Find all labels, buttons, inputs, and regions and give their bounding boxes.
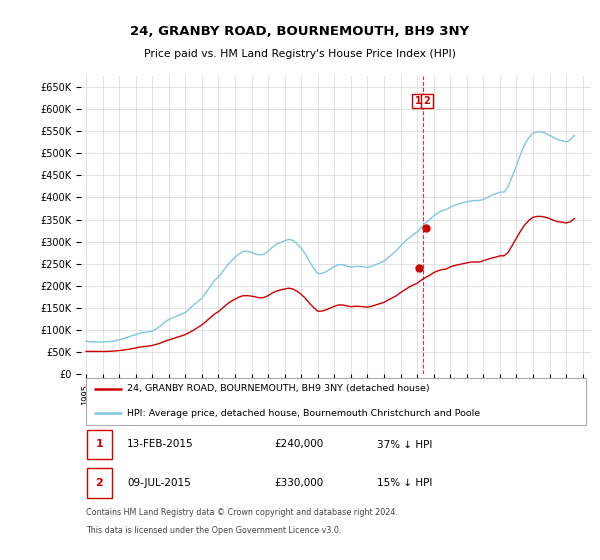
- Text: £330,000: £330,000: [275, 478, 324, 488]
- Text: 2: 2: [95, 478, 103, 488]
- Text: 24, GRANBY ROAD, BOURNEMOUTH, BH9 3NY: 24, GRANBY ROAD, BOURNEMOUTH, BH9 3NY: [130, 25, 470, 38]
- Text: Price paid vs. HM Land Registry's House Price Index (HPI): Price paid vs. HM Land Registry's House …: [144, 49, 456, 59]
- Text: This data is licensed under the Open Government Licence v3.0.: This data is licensed under the Open Gov…: [86, 526, 341, 535]
- Text: 13-FEB-2015: 13-FEB-2015: [127, 440, 194, 450]
- FancyBboxPatch shape: [87, 468, 112, 498]
- FancyBboxPatch shape: [87, 430, 112, 459]
- FancyBboxPatch shape: [86, 378, 586, 425]
- Text: £240,000: £240,000: [275, 440, 324, 450]
- Text: Contains HM Land Registry data © Crown copyright and database right 2024.: Contains HM Land Registry data © Crown c…: [86, 508, 398, 517]
- Text: 2: 2: [424, 96, 430, 106]
- Text: 1: 1: [415, 96, 422, 106]
- Text: 15% ↓ HPI: 15% ↓ HPI: [377, 478, 432, 488]
- Text: 37% ↓ HPI: 37% ↓ HPI: [377, 440, 432, 450]
- Text: 24, GRANBY ROAD, BOURNEMOUTH, BH9 3NY (detached house): 24, GRANBY ROAD, BOURNEMOUTH, BH9 3NY (d…: [127, 384, 430, 393]
- Text: 1: 1: [95, 440, 103, 450]
- Text: 09-JUL-2015: 09-JUL-2015: [127, 478, 191, 488]
- Text: HPI: Average price, detached house, Bournemouth Christchurch and Poole: HPI: Average price, detached house, Bour…: [127, 409, 480, 418]
